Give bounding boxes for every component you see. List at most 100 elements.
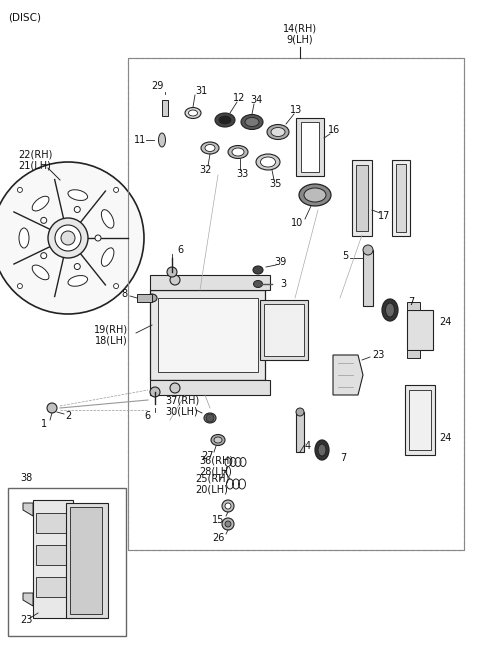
Text: 22(RH)
21(LH): 22(RH) 21(LH) bbox=[18, 149, 52, 171]
Circle shape bbox=[0, 162, 144, 314]
Text: 32: 32 bbox=[199, 165, 211, 175]
Circle shape bbox=[55, 225, 81, 251]
Text: 25(RH)
20(LH): 25(RH) 20(LH) bbox=[195, 473, 229, 495]
Polygon shape bbox=[260, 300, 308, 360]
Polygon shape bbox=[150, 275, 270, 290]
Text: 7: 7 bbox=[340, 453, 346, 463]
Circle shape bbox=[363, 245, 373, 255]
Circle shape bbox=[47, 403, 57, 413]
Ellipse shape bbox=[204, 413, 216, 423]
Bar bbox=[409, 390, 431, 450]
Polygon shape bbox=[66, 503, 108, 618]
Text: 19(RH)
18(LH): 19(RH) 18(LH) bbox=[94, 324, 128, 346]
Polygon shape bbox=[352, 160, 372, 236]
Polygon shape bbox=[150, 380, 270, 395]
Text: 1: 1 bbox=[41, 419, 47, 429]
Ellipse shape bbox=[185, 108, 201, 119]
Circle shape bbox=[74, 207, 80, 213]
Bar bbox=[70, 507, 102, 614]
Ellipse shape bbox=[201, 142, 219, 154]
Text: 31: 31 bbox=[195, 86, 207, 96]
Bar bbox=[137, 294, 152, 302]
Circle shape bbox=[114, 188, 119, 192]
Circle shape bbox=[170, 383, 180, 393]
Polygon shape bbox=[150, 290, 265, 380]
Ellipse shape bbox=[189, 110, 197, 116]
Text: 6: 6 bbox=[177, 245, 183, 255]
Text: 36(RH)
28(LH): 36(RH) 28(LH) bbox=[199, 455, 233, 477]
Text: 4: 4 bbox=[305, 441, 311, 451]
Circle shape bbox=[17, 188, 23, 192]
Ellipse shape bbox=[245, 117, 259, 127]
Bar bbox=[356, 165, 368, 231]
Bar bbox=[128, 58, 464, 550]
Bar bbox=[36, 545, 69, 565]
Bar bbox=[8, 488, 126, 636]
Text: 35: 35 bbox=[270, 179, 282, 189]
Polygon shape bbox=[23, 503, 33, 516]
Text: 7: 7 bbox=[408, 297, 414, 307]
Ellipse shape bbox=[101, 248, 114, 266]
Ellipse shape bbox=[32, 196, 49, 211]
Text: 34: 34 bbox=[250, 95, 262, 105]
Bar bbox=[363, 250, 373, 306]
Polygon shape bbox=[23, 593, 33, 606]
Circle shape bbox=[222, 518, 234, 530]
Text: 39: 39 bbox=[274, 257, 286, 267]
Text: 27: 27 bbox=[202, 451, 214, 461]
Ellipse shape bbox=[271, 127, 285, 136]
Bar bbox=[296, 118, 324, 176]
Ellipse shape bbox=[299, 184, 331, 206]
Polygon shape bbox=[264, 304, 304, 356]
Ellipse shape bbox=[68, 190, 88, 201]
Text: 5: 5 bbox=[342, 251, 348, 261]
Text: 13: 13 bbox=[290, 105, 302, 115]
Circle shape bbox=[222, 500, 234, 512]
Ellipse shape bbox=[219, 116, 231, 124]
Polygon shape bbox=[407, 310, 433, 350]
Text: 2: 2 bbox=[65, 411, 71, 421]
Ellipse shape bbox=[228, 146, 248, 159]
Text: 24: 24 bbox=[439, 317, 451, 327]
Ellipse shape bbox=[256, 154, 280, 170]
Ellipse shape bbox=[158, 133, 166, 147]
Ellipse shape bbox=[382, 299, 398, 321]
Ellipse shape bbox=[205, 144, 215, 152]
Text: 29: 29 bbox=[151, 81, 163, 91]
Polygon shape bbox=[333, 355, 363, 395]
Bar bbox=[301, 122, 319, 172]
Ellipse shape bbox=[253, 266, 263, 274]
Text: 10: 10 bbox=[291, 218, 303, 228]
Polygon shape bbox=[33, 500, 73, 618]
Circle shape bbox=[95, 235, 101, 241]
Ellipse shape bbox=[214, 437, 222, 443]
Ellipse shape bbox=[253, 281, 263, 287]
Text: 3: 3 bbox=[280, 279, 286, 289]
Circle shape bbox=[296, 408, 304, 416]
Text: 14(RH)
9(LH): 14(RH) 9(LH) bbox=[283, 23, 317, 45]
Polygon shape bbox=[392, 160, 410, 236]
Text: 12: 12 bbox=[233, 93, 245, 103]
Text: (DISC): (DISC) bbox=[8, 12, 41, 22]
Circle shape bbox=[17, 283, 23, 289]
Ellipse shape bbox=[19, 228, 29, 248]
Ellipse shape bbox=[211, 434, 225, 445]
Circle shape bbox=[150, 387, 160, 397]
Circle shape bbox=[206, 414, 214, 422]
Text: 11: 11 bbox=[134, 135, 146, 145]
Circle shape bbox=[114, 283, 119, 289]
Polygon shape bbox=[158, 298, 258, 372]
Polygon shape bbox=[405, 385, 435, 455]
Ellipse shape bbox=[318, 444, 326, 456]
Text: 23: 23 bbox=[20, 615, 32, 625]
Ellipse shape bbox=[304, 188, 326, 202]
Circle shape bbox=[48, 218, 88, 258]
Ellipse shape bbox=[267, 125, 289, 140]
Circle shape bbox=[225, 521, 231, 527]
Text: 38: 38 bbox=[20, 473, 32, 483]
Ellipse shape bbox=[215, 113, 235, 127]
Ellipse shape bbox=[315, 440, 329, 460]
Text: 16: 16 bbox=[328, 125, 340, 135]
Circle shape bbox=[41, 217, 47, 223]
Circle shape bbox=[61, 231, 75, 245]
